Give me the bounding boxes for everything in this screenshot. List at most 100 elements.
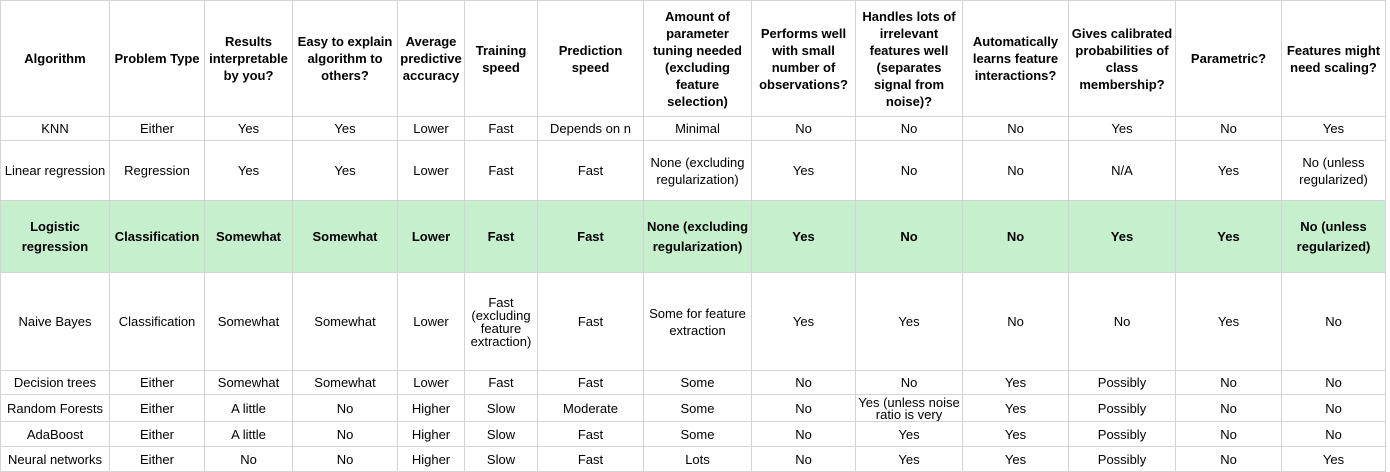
header-cell-training-speed[interactable]: Training speed bbox=[464, 0, 538, 117]
cell-results-interpretable[interactable]: Yes bbox=[204, 140, 293, 201]
cell-average-accuracy[interactable]: Lower bbox=[397, 272, 465, 371]
cell-parametric[interactable]: No bbox=[1175, 394, 1282, 422]
cell-easy-to-explain[interactable]: Yes bbox=[292, 116, 398, 141]
cell-small-observations[interactable]: No bbox=[751, 446, 856, 472]
cell-feature-interactions[interactable]: Yes bbox=[962, 394, 1069, 422]
cell-irrelevant-features[interactable]: No bbox=[855, 116, 963, 141]
cell-calibrated-probabilities[interactable]: Possibly bbox=[1068, 446, 1176, 472]
header-cell-average-accuracy[interactable]: Average predictive accuracy bbox=[397, 0, 465, 117]
cell-training-speed[interactable]: Fast bbox=[464, 140, 538, 201]
cell-parameter-tuning[interactable]: Some bbox=[643, 421, 752, 447]
cell-small-observations[interactable]: Yes bbox=[751, 272, 856, 371]
header-cell-algorithm[interactable]: Algorithm bbox=[0, 0, 110, 117]
cell-parameter-tuning[interactable]: Some for feature extraction bbox=[643, 272, 752, 371]
cell-average-accuracy[interactable]: Higher bbox=[397, 446, 465, 472]
cell-problem-type[interactable]: Regression bbox=[109, 140, 205, 201]
cell-feature-interactions[interactable]: Yes bbox=[962, 421, 1069, 447]
cell-parametric[interactable]: No bbox=[1175, 421, 1282, 447]
header-cell-calibrated-probabilities[interactable]: Gives calibrated probabilities of class … bbox=[1068, 0, 1176, 117]
cell-small-observations[interactable]: No bbox=[751, 370, 856, 395]
cell-irrelevant-features[interactable]: Yes bbox=[855, 272, 963, 371]
cell-feature-interactions[interactable]: No bbox=[962, 116, 1069, 141]
cell-feature-scaling[interactable]: No bbox=[1281, 370, 1386, 395]
cell-feature-scaling[interactable]: No bbox=[1281, 272, 1386, 371]
cell-feature-interactions[interactable]: No bbox=[962, 272, 1069, 371]
cell-algorithm[interactable]: Logistic regression bbox=[0, 200, 110, 273]
cell-algorithm[interactable]: Naive Bayes bbox=[0, 272, 110, 371]
cell-feature-interactions[interactable]: No bbox=[962, 200, 1069, 273]
cell-average-accuracy[interactable]: Lower bbox=[397, 200, 465, 273]
cell-problem-type[interactable]: Either bbox=[109, 421, 205, 447]
cell-feature-scaling[interactable]: Yes bbox=[1281, 446, 1386, 472]
cell-easy-to-explain[interactable]: Somewhat bbox=[292, 272, 398, 371]
cell-feature-scaling[interactable]: No bbox=[1281, 394, 1386, 422]
header-cell-small-observations[interactable]: Performs well with small number of obser… bbox=[751, 0, 856, 117]
cell-irrelevant-features[interactable]: Yes bbox=[855, 446, 963, 472]
cell-parameter-tuning[interactable]: Some bbox=[643, 394, 752, 422]
header-cell-results-interpretable[interactable]: Results interpretable by you? bbox=[204, 0, 293, 117]
cell-average-accuracy[interactable]: Lower bbox=[397, 140, 465, 201]
cell-algorithm[interactable]: KNN bbox=[0, 116, 110, 141]
cell-algorithm[interactable]: Random Forests bbox=[0, 394, 110, 422]
cell-easy-to-explain[interactable]: No bbox=[292, 446, 398, 472]
header-cell-feature-interactions[interactable]: Automatically learns feature interaction… bbox=[962, 0, 1069, 117]
cell-calibrated-probabilities[interactable]: Possibly bbox=[1068, 394, 1176, 422]
cell-algorithm[interactable]: Neural networks bbox=[0, 446, 110, 472]
cell-problem-type[interactable]: Either bbox=[109, 116, 205, 141]
cell-small-observations[interactable]: No bbox=[751, 421, 856, 447]
cell-calibrated-probabilities[interactable]: Yes bbox=[1068, 116, 1176, 141]
cell-parametric[interactable]: Yes bbox=[1175, 200, 1282, 273]
cell-problem-type[interactable]: Either bbox=[109, 394, 205, 422]
cell-easy-to-explain[interactable]: No bbox=[292, 421, 398, 447]
cell-calibrated-probabilities[interactable]: No bbox=[1068, 272, 1176, 371]
cell-training-speed[interactable]: Slow bbox=[464, 394, 538, 422]
header-cell-prediction-speed[interactable]: Prediction speed bbox=[537, 0, 644, 117]
cell-results-interpretable[interactable]: A little bbox=[204, 421, 293, 447]
cell-results-interpretable[interactable]: Somewhat bbox=[204, 200, 293, 273]
cell-feature-scaling[interactable]: Yes bbox=[1281, 116, 1386, 141]
cell-parametric[interactable]: Yes bbox=[1175, 140, 1282, 201]
cell-feature-scaling[interactable]: No (unless regularized) bbox=[1281, 200, 1386, 273]
cell-parameter-tuning[interactable]: Minimal bbox=[643, 116, 752, 141]
cell-prediction-speed[interactable]: Depends on n bbox=[537, 116, 644, 141]
cell-small-observations[interactable]: No bbox=[751, 116, 856, 141]
cell-small-observations[interactable]: Yes bbox=[751, 200, 856, 273]
cell-feature-interactions[interactable]: Yes bbox=[962, 446, 1069, 472]
header-cell-parametric[interactable]: Parametric? bbox=[1175, 0, 1282, 117]
cell-irrelevant-features[interactable]: No bbox=[855, 200, 963, 273]
header-cell-problem-type[interactable]: Problem Type bbox=[109, 0, 205, 117]
cell-prediction-speed[interactable]: Fast bbox=[537, 140, 644, 201]
cell-results-interpretable[interactable]: Yes bbox=[204, 116, 293, 141]
cell-feature-scaling[interactable]: No bbox=[1281, 421, 1386, 447]
cell-prediction-speed[interactable]: Fast bbox=[537, 370, 644, 395]
header-cell-easy-to-explain[interactable]: Easy to explain algorithm to others? bbox=[292, 0, 398, 117]
cell-parametric[interactable]: No bbox=[1175, 446, 1282, 472]
cell-prediction-speed[interactable]: Fast bbox=[537, 446, 644, 472]
cell-average-accuracy[interactable]: Lower bbox=[397, 370, 465, 395]
cell-feature-interactions[interactable]: Yes bbox=[962, 370, 1069, 395]
cell-training-speed[interactable]: Fast (excluding feature extraction) bbox=[464, 272, 538, 371]
cell-irrelevant-features[interactable]: No bbox=[855, 370, 963, 395]
header-cell-parameter-tuning[interactable]: Amount of parameter tuning needed (exclu… bbox=[643, 0, 752, 117]
cell-easy-to-explain[interactable]: Yes bbox=[292, 140, 398, 201]
cell-prediction-speed[interactable]: Fast bbox=[537, 272, 644, 371]
cell-easy-to-explain[interactable]: Somewhat bbox=[292, 200, 398, 273]
cell-parametric[interactable]: Yes bbox=[1175, 272, 1282, 371]
cell-results-interpretable[interactable]: Somewhat bbox=[204, 370, 293, 395]
cell-training-speed[interactable]: Fast bbox=[464, 200, 538, 273]
cell-average-accuracy[interactable]: Higher bbox=[397, 394, 465, 422]
cell-parameter-tuning[interactable]: None (excluding regularization) bbox=[643, 140, 752, 201]
cell-training-speed[interactable]: Slow bbox=[464, 421, 538, 447]
cell-prediction-speed[interactable]: Moderate bbox=[537, 394, 644, 422]
cell-easy-to-explain[interactable]: Somewhat bbox=[292, 370, 398, 395]
cell-easy-to-explain[interactable]: No bbox=[292, 394, 398, 422]
cell-calibrated-probabilities[interactable]: N/A bbox=[1068, 140, 1176, 201]
cell-results-interpretable[interactable]: No bbox=[204, 446, 293, 472]
cell-results-interpretable[interactable]: Somewhat bbox=[204, 272, 293, 371]
cell-irrelevant-features[interactable]: Yes (unless noise ratio is very bbox=[855, 394, 963, 422]
header-cell-feature-scaling[interactable]: Features might need scaling? bbox=[1281, 0, 1386, 117]
cell-irrelevant-features[interactable]: No bbox=[855, 140, 963, 201]
cell-parameter-tuning[interactable]: None (excluding regularization) bbox=[643, 200, 752, 273]
cell-calibrated-probabilities[interactable]: Possibly bbox=[1068, 421, 1176, 447]
cell-algorithm[interactable]: Linear regression bbox=[0, 140, 110, 201]
